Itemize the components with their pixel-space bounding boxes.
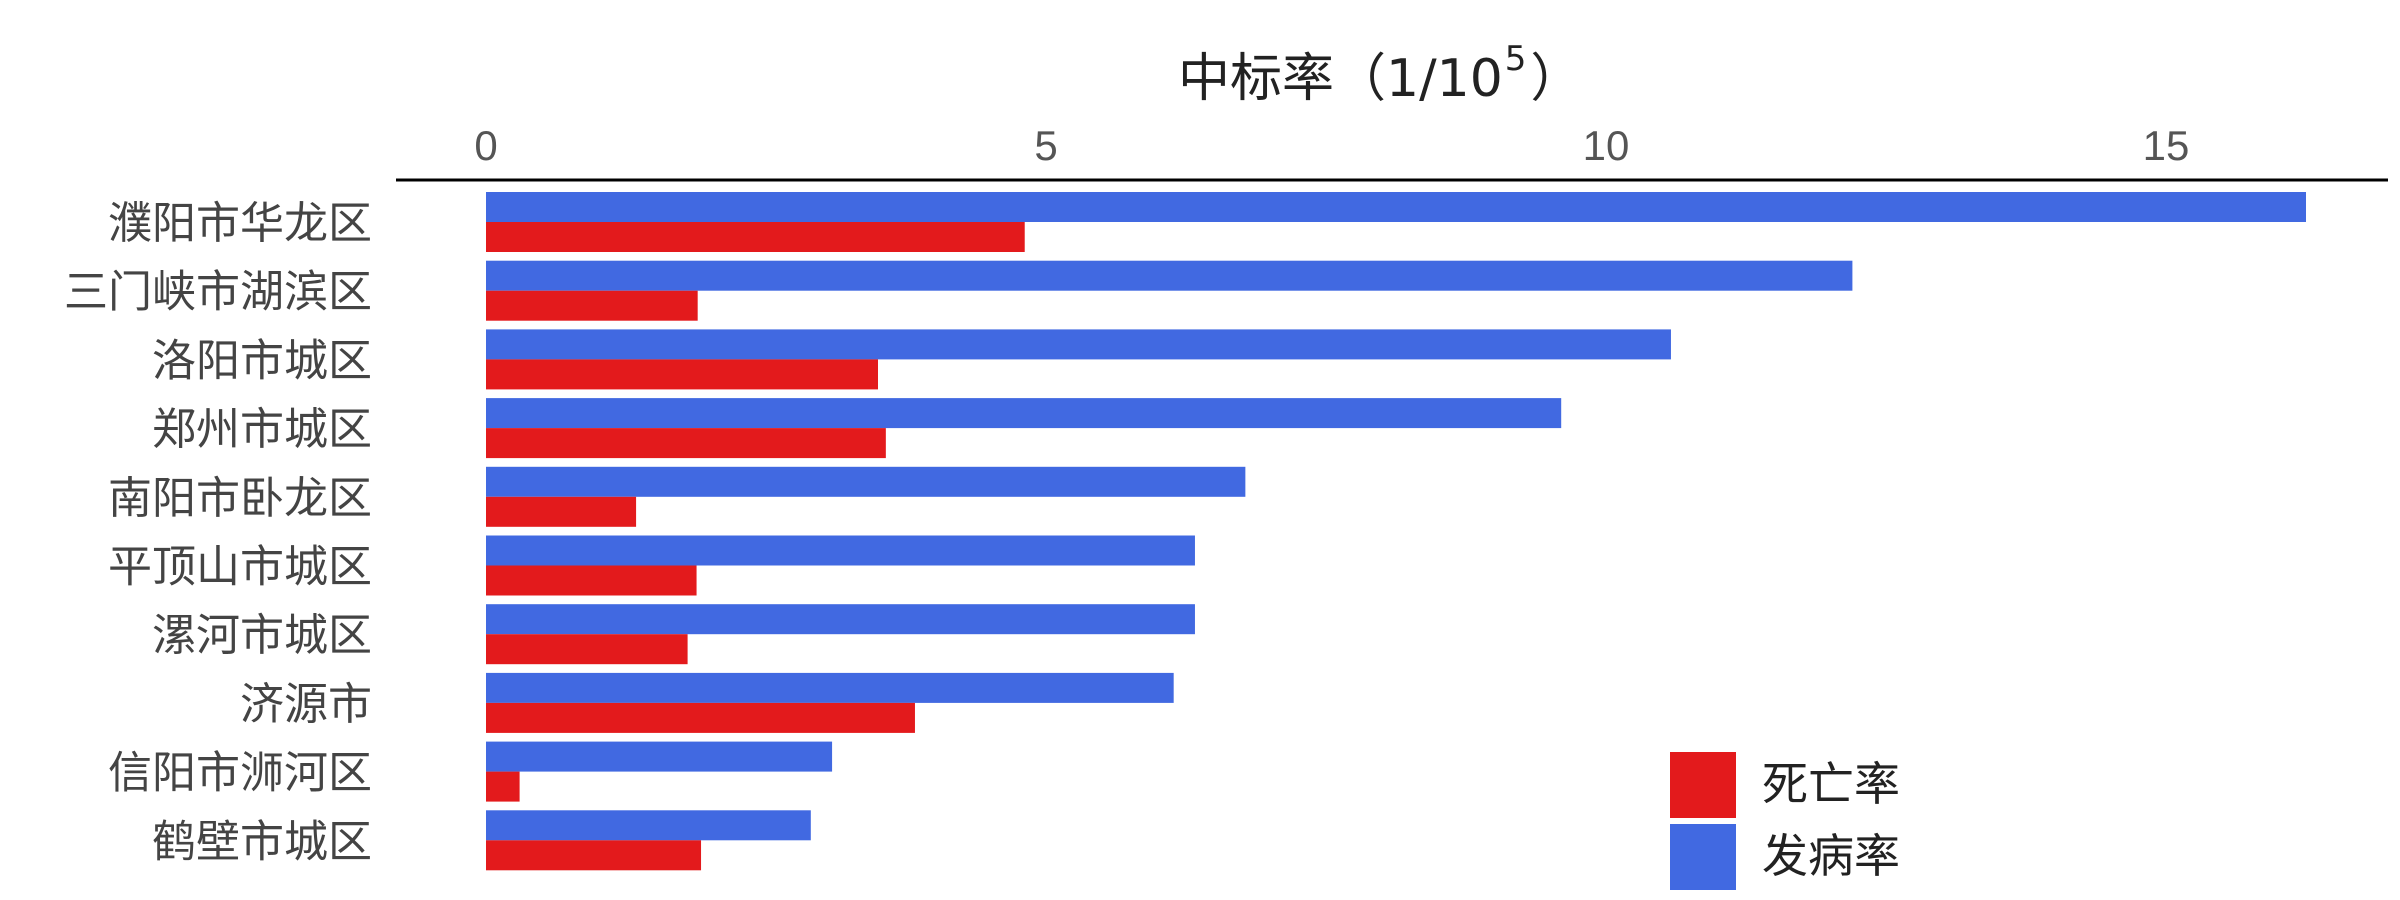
bar-mortality: [486, 840, 702, 871]
x-axis-title: 中标率（1/10 5 ）: [1178, 39, 1582, 109]
category-labels: 濮阳市华龙区三门峡市湖滨区洛阳市城区郑州市城区南阳市卧龙区平顶山市城区漯河市城区…: [64, 198, 372, 867]
bar-incidence: [486, 672, 1174, 703]
category-label: 漯河市城区: [152, 610, 372, 661]
bar-mortality: [486, 359, 878, 390]
bar-incidence: [486, 192, 2306, 222]
category-label: 郑州市城区: [152, 404, 372, 455]
x-tick-label: 10: [1583, 122, 1630, 169]
category-label: 濮阳市华龙区: [108, 198, 372, 249]
x-axis-ticks: 0 5 10 15: [474, 122, 2189, 169]
bar-mortality: [486, 702, 915, 733]
bar-mortality: [486, 290, 698, 321]
legend-label: 发病率: [1762, 829, 1900, 883]
bar-mortality: [486, 565, 697, 596]
bar-mortality: [486, 771, 520, 802]
category-label: 南阳市卧龙区: [108, 473, 372, 524]
bar-incidence: [486, 329, 1671, 360]
bar-incidence: [486, 260, 1853, 291]
legend-swatch: [1670, 824, 1736, 890]
legend-swatch: [1670, 752, 1736, 818]
bar-incidence: [486, 466, 1246, 497]
category-label: 平顶山市城区: [108, 542, 372, 593]
bar-mortality: [486, 428, 886, 459]
x-tick-label: 5: [1034, 122, 1057, 169]
category-label: 济源市: [240, 679, 372, 730]
x-axis-title-superscript: 5: [1505, 39, 1527, 79]
x-axis-title-text: 中标率（1/10: [1178, 49, 1503, 109]
bar-incidence: [486, 535, 1195, 566]
bars: [486, 192, 2306, 871]
bar-incidence: [486, 398, 1562, 429]
x-axis-title-suffix: ）: [1530, 49, 1582, 109]
bar-mortality: [486, 222, 1025, 252]
category-label: 鹤壁市城区: [152, 816, 372, 867]
bar-incidence: [486, 604, 1195, 635]
bar-mortality: [486, 496, 637, 527]
x-tick-label: 0: [474, 122, 497, 169]
legend-label: 死亡率: [1762, 757, 1900, 811]
category-label: 信阳市浉河区: [108, 748, 372, 799]
bar-incidence: [486, 741, 833, 772]
bar-mortality: [486, 634, 688, 665]
x-tick-label: 15: [2143, 122, 2190, 169]
category-label: 三门峡市湖滨区: [64, 267, 372, 318]
bar-incidence: [486, 810, 811, 841]
category-label: 洛阳市城区: [152, 335, 372, 386]
